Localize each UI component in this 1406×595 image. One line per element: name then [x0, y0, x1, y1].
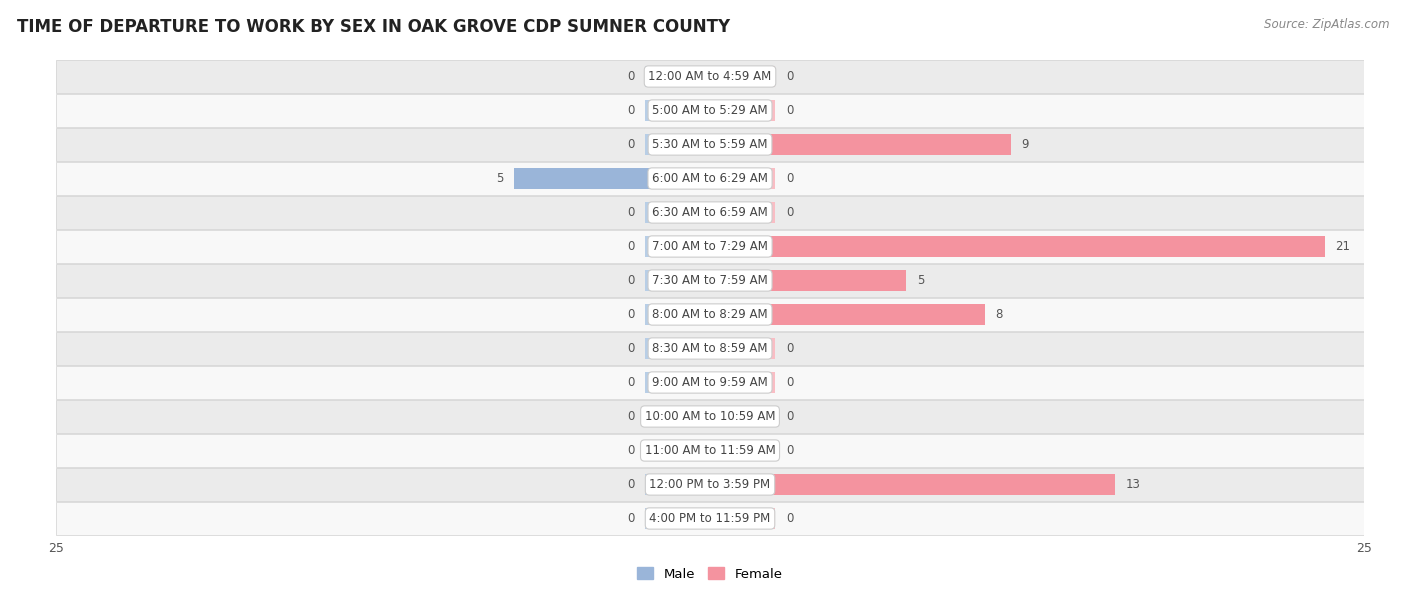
- Bar: [644, 134, 710, 155]
- Bar: [710, 100, 776, 121]
- Bar: [710, 304, 984, 325]
- Text: 0: 0: [627, 342, 634, 355]
- Bar: [644, 304, 710, 325]
- Text: 0: 0: [786, 342, 793, 355]
- Text: 21: 21: [1336, 240, 1350, 253]
- Text: 5:00 AM to 5:29 AM: 5:00 AM to 5:29 AM: [652, 104, 768, 117]
- Text: 0: 0: [627, 274, 634, 287]
- Bar: [644, 338, 710, 359]
- Bar: [710, 134, 1011, 155]
- Bar: [644, 508, 710, 529]
- Text: 0: 0: [627, 70, 634, 83]
- Text: 0: 0: [627, 308, 634, 321]
- Text: TIME OF DEPARTURE TO WORK BY SEX IN OAK GROVE CDP SUMNER COUNTY: TIME OF DEPARTURE TO WORK BY SEX IN OAK …: [17, 18, 730, 36]
- Text: 6:30 AM to 6:59 AM: 6:30 AM to 6:59 AM: [652, 206, 768, 219]
- Bar: [56, 60, 1364, 93]
- Bar: [56, 434, 1364, 466]
- Text: 7:00 AM to 7:29 AM: 7:00 AM to 7:29 AM: [652, 240, 768, 253]
- Bar: [56, 264, 1364, 297]
- Bar: [644, 100, 710, 121]
- Bar: [515, 168, 710, 189]
- Bar: [56, 298, 1364, 331]
- Text: 0: 0: [627, 240, 634, 253]
- Text: 13: 13: [1126, 478, 1140, 491]
- Bar: [56, 196, 1364, 228]
- Text: 9: 9: [1021, 138, 1029, 151]
- Bar: [710, 406, 776, 427]
- Bar: [56, 162, 1364, 195]
- Text: 11:00 AM to 11:59 AM: 11:00 AM to 11:59 AM: [645, 444, 775, 457]
- Text: 4:00 PM to 11:59 PM: 4:00 PM to 11:59 PM: [650, 512, 770, 525]
- Bar: [644, 372, 710, 393]
- Text: 0: 0: [786, 512, 793, 525]
- Bar: [710, 66, 776, 87]
- Bar: [56, 367, 1364, 399]
- Bar: [56, 400, 1364, 433]
- Text: 0: 0: [786, 410, 793, 423]
- Bar: [710, 372, 776, 393]
- Text: 6:00 AM to 6:29 AM: 6:00 AM to 6:29 AM: [652, 172, 768, 185]
- Bar: [710, 236, 1324, 257]
- Text: 0: 0: [627, 138, 634, 151]
- Bar: [644, 440, 710, 461]
- Text: 10:00 AM to 10:59 AM: 10:00 AM to 10:59 AM: [645, 410, 775, 423]
- Bar: [710, 202, 776, 223]
- Text: 12:00 AM to 4:59 AM: 12:00 AM to 4:59 AM: [648, 70, 772, 83]
- Text: Source: ZipAtlas.com: Source: ZipAtlas.com: [1264, 18, 1389, 31]
- Text: 9:00 AM to 9:59 AM: 9:00 AM to 9:59 AM: [652, 376, 768, 389]
- Text: 0: 0: [786, 172, 793, 185]
- Bar: [710, 270, 905, 291]
- Bar: [56, 230, 1364, 262]
- Bar: [710, 338, 776, 359]
- Bar: [644, 236, 710, 257]
- Text: 0: 0: [627, 376, 634, 389]
- Text: 0: 0: [786, 206, 793, 219]
- Bar: [56, 95, 1364, 127]
- Text: 5: 5: [917, 274, 924, 287]
- Bar: [56, 129, 1364, 161]
- Text: 0: 0: [786, 444, 793, 457]
- Bar: [56, 502, 1364, 535]
- Bar: [56, 333, 1364, 365]
- Text: 0: 0: [786, 104, 793, 117]
- Bar: [644, 406, 710, 427]
- Text: 0: 0: [627, 104, 634, 117]
- Text: 0: 0: [627, 512, 634, 525]
- Text: 0: 0: [627, 410, 634, 423]
- Text: 7:30 AM to 7:59 AM: 7:30 AM to 7:59 AM: [652, 274, 768, 287]
- Bar: [644, 270, 710, 291]
- Bar: [644, 66, 710, 87]
- Text: 12:00 PM to 3:59 PM: 12:00 PM to 3:59 PM: [650, 478, 770, 491]
- Bar: [710, 168, 776, 189]
- Text: 8: 8: [995, 308, 1002, 321]
- Bar: [710, 474, 1115, 495]
- Text: 0: 0: [786, 376, 793, 389]
- Text: 8:00 AM to 8:29 AM: 8:00 AM to 8:29 AM: [652, 308, 768, 321]
- Text: 5: 5: [496, 172, 503, 185]
- Legend: Male, Female: Male, Female: [633, 562, 787, 586]
- Bar: [710, 508, 776, 529]
- Bar: [56, 468, 1364, 500]
- Bar: [644, 202, 710, 223]
- Text: 0: 0: [627, 444, 634, 457]
- Bar: [644, 474, 710, 495]
- Text: 8:30 AM to 8:59 AM: 8:30 AM to 8:59 AM: [652, 342, 768, 355]
- Text: 0: 0: [627, 206, 634, 219]
- Text: 0: 0: [786, 70, 793, 83]
- Text: 0: 0: [627, 478, 634, 491]
- Text: 5:30 AM to 5:59 AM: 5:30 AM to 5:59 AM: [652, 138, 768, 151]
- Bar: [710, 440, 776, 461]
